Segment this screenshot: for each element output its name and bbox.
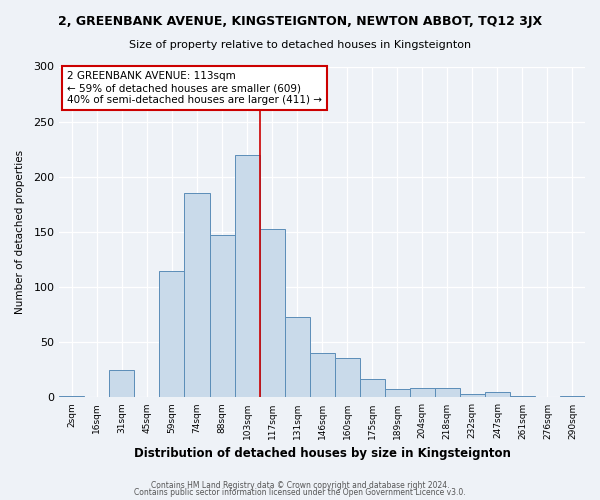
Bar: [360, 378, 385, 398]
Text: Size of property relative to detached houses in Kingsteignton: Size of property relative to detached ho…: [129, 40, 471, 50]
Bar: [385, 388, 410, 398]
Bar: [435, 388, 460, 398]
Bar: [560, 396, 585, 398]
Bar: [485, 392, 510, 398]
Text: 2 GREENBANK AVENUE: 113sqm
← 59% of detached houses are smaller (609)
40% of sem: 2 GREENBANK AVENUE: 113sqm ← 59% of deta…: [67, 72, 322, 104]
Text: Contains HM Land Registry data © Crown copyright and database right 2024.: Contains HM Land Registry data © Crown c…: [151, 480, 449, 490]
Bar: [160, 270, 184, 398]
Bar: [310, 354, 335, 398]
Bar: [335, 358, 360, 398]
Bar: [510, 396, 535, 398]
Bar: [209, 236, 235, 398]
Bar: [109, 370, 134, 398]
Text: Contains public sector information licensed under the Open Government Licence v3: Contains public sector information licen…: [134, 488, 466, 497]
Bar: [59, 396, 85, 398]
Bar: [235, 154, 260, 398]
Bar: [284, 317, 310, 398]
Bar: [184, 194, 209, 398]
Text: 2, GREENBANK AVENUE, KINGSTEIGNTON, NEWTON ABBOT, TQ12 3JX: 2, GREENBANK AVENUE, KINGSTEIGNTON, NEWT…: [58, 15, 542, 28]
Y-axis label: Number of detached properties: Number of detached properties: [15, 150, 25, 314]
Bar: [260, 228, 284, 398]
X-axis label: Distribution of detached houses by size in Kingsteignton: Distribution of detached houses by size …: [134, 447, 511, 460]
Bar: [410, 388, 435, 398]
Bar: [460, 394, 485, 398]
